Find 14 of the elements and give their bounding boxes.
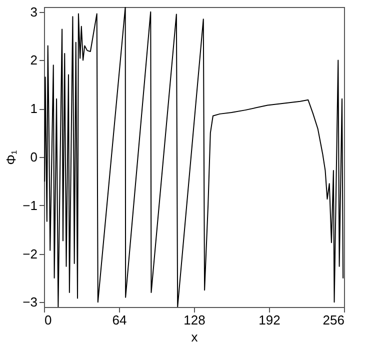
x-tick-label: 192 <box>258 312 280 328</box>
y-axis-title: Φ₁ <box>4 150 19 165</box>
y-tick-label: −3 <box>22 294 38 310</box>
y-tick-label: −2 <box>22 246 38 262</box>
x-tick-label: 256 <box>322 312 344 328</box>
y-tick-label: 0 <box>30 150 38 164</box>
y-tick-label: 1 <box>30 101 38 116</box>
y-tick-label: 3 <box>30 4 38 20</box>
y-tick-label: −1 <box>22 198 38 213</box>
x-tick-label: 128 <box>184 312 206 328</box>
x-tick-label: 0 <box>44 312 52 328</box>
x-tick-label: 64 <box>112 312 127 328</box>
y-tick-label: 2 <box>30 52 38 68</box>
x-axis-title: x <box>191 330 198 344</box>
